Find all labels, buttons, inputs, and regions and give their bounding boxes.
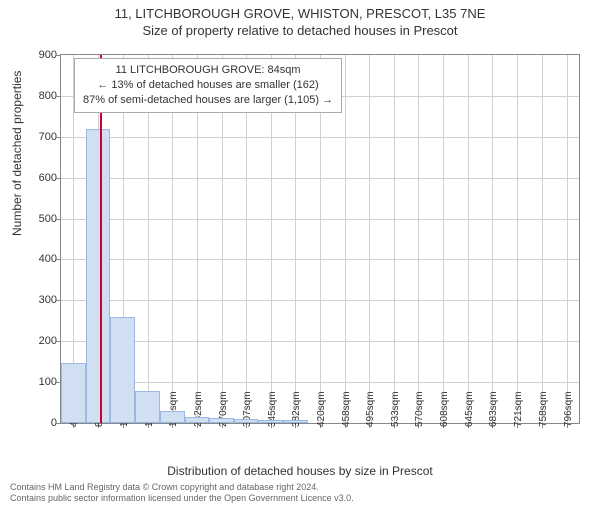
x-tick-label: 721sqm <box>513 391 524 427</box>
gridline-v <box>345 55 346 423</box>
info-line-1: 11 LITCHBOROUGH GROVE: 84sqm <box>83 63 333 78</box>
x-axis-label: Distribution of detached houses by size … <box>0 464 600 478</box>
attribution-line-1: Contains HM Land Registry data © Crown c… <box>10 482 354 493</box>
gridline-v <box>567 55 568 423</box>
histogram-bar <box>185 417 209 423</box>
histogram-bar <box>135 391 160 423</box>
y-tick-mark <box>56 96 61 97</box>
histogram-bar <box>160 411 185 423</box>
histogram-bar <box>61 363 86 424</box>
attribution-line-2: Contains public sector information licen… <box>10 493 354 504</box>
gridline-v <box>492 55 493 423</box>
y-tick-mark <box>56 259 61 260</box>
gridline-v <box>542 55 543 423</box>
x-tick-label: 533sqm <box>390 391 401 427</box>
histogram-bar <box>258 420 283 423</box>
gridline-v <box>394 55 395 423</box>
gridline-v <box>468 55 469 423</box>
y-tick-mark <box>56 137 61 138</box>
y-axis-label: Number of detached properties <box>10 71 24 236</box>
histogram-bar <box>110 317 135 423</box>
gridline-v <box>369 55 370 423</box>
x-tick-label: 570sqm <box>414 391 425 427</box>
x-tick-label: 683sqm <box>488 391 499 427</box>
info-box: 11 LITCHBOROUGH GROVE: 84sqm ← 13% of de… <box>74 58 342 113</box>
x-tick-label: 458sqm <box>341 391 352 427</box>
histogram-bar <box>283 420 307 423</box>
y-tick-mark <box>56 341 61 342</box>
info-line-3: 87% of semi-detached houses are larger (… <box>83 93 333 108</box>
histogram-bar <box>86 129 110 423</box>
info-line-2: ← 13% of detached houses are smaller (16… <box>83 78 333 93</box>
attribution: Contains HM Land Registry data © Crown c… <box>10 482 354 504</box>
y-tick-mark <box>56 178 61 179</box>
y-tick-mark <box>56 423 61 424</box>
histogram-bar <box>209 418 234 423</box>
title-sub: Size of property relative to detached ho… <box>0 23 600 38</box>
x-tick-label: 645sqm <box>464 391 475 427</box>
y-tick-mark <box>56 300 61 301</box>
x-tick-label: 758sqm <box>538 391 549 427</box>
title-main: 11, LITCHBOROUGH GROVE, WHISTON, PRESCOT… <box>0 6 600 21</box>
y-tick-mark <box>56 55 61 56</box>
gridline-v <box>517 55 518 423</box>
y-tick-mark <box>56 219 61 220</box>
x-tick-label: 495sqm <box>365 391 376 427</box>
x-tick-label: 420sqm <box>316 391 327 427</box>
gridline-v <box>443 55 444 423</box>
gridline-v <box>418 55 419 423</box>
x-tick-label: 608sqm <box>439 391 450 427</box>
histogram-bar <box>234 419 258 423</box>
x-tick-label: 796sqm <box>563 391 574 427</box>
